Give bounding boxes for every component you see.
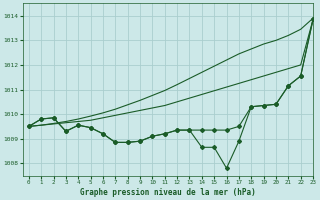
X-axis label: Graphe pression niveau de la mer (hPa): Graphe pression niveau de la mer (hPa) — [80, 188, 256, 197]
